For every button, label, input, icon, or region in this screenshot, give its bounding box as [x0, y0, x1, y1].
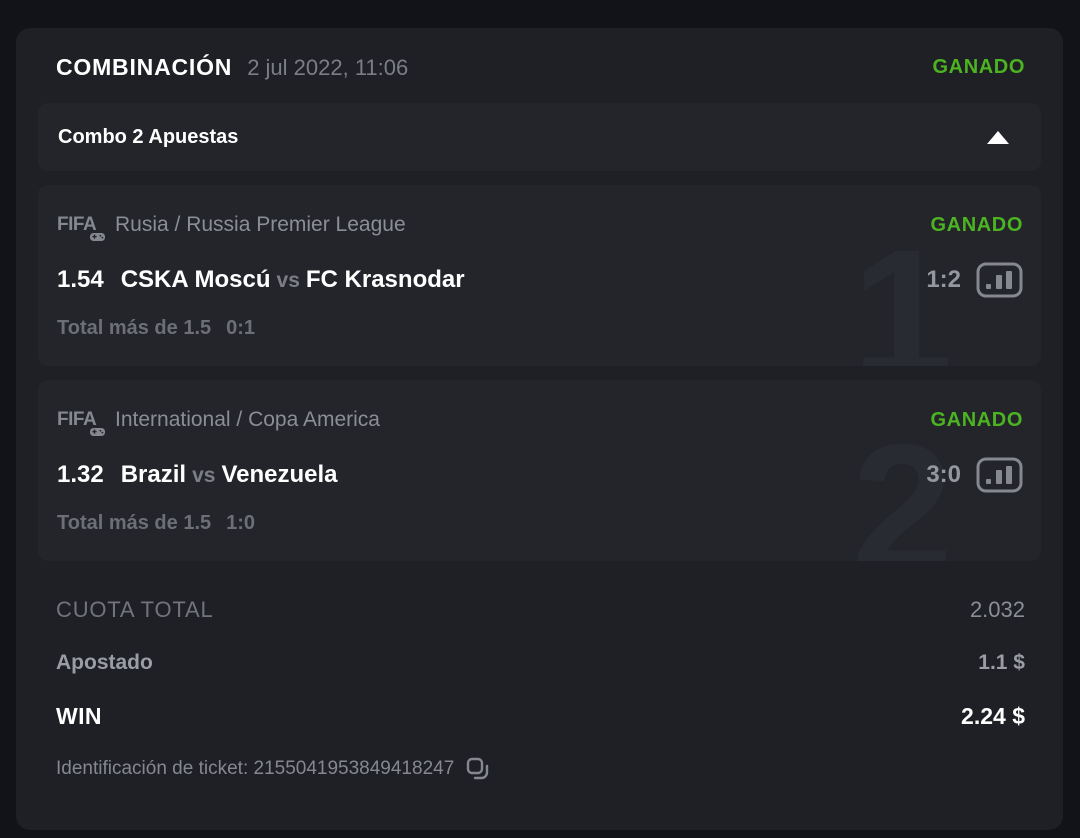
- market-score: 1:0: [226, 512, 256, 534]
- ticket-status-badge: GANADO: [932, 56, 1025, 78]
- bet-teams-row: 1.54 CSKA Moscú vs FC Krasnodar 1:2: [57, 262, 1023, 298]
- bet-league-row: FIFA International / Copa America GANADO: [57, 405, 1023, 437]
- stake-label: Apostado: [56, 651, 153, 674]
- stake-row: Apostado 1.1 $: [56, 651, 1025, 675]
- copy-icon[interactable]: [465, 756, 490, 781]
- score-group: 3:0: [926, 457, 1023, 493]
- vs-label: vs: [276, 269, 300, 292]
- league-name: Rusia / Russia Premier League: [115, 213, 406, 236]
- home-team: CSKA Moscú: [120, 266, 271, 293]
- bet-ticket-panel: COMBINACIÓN 2 jul 2022, 11:06 GANADO Com…: [16, 28, 1063, 830]
- bet-status-badge: GANADO: [930, 408, 1023, 431]
- ticket-type-title: COMBINACIÓN: [56, 54, 233, 80]
- bet-odds: 1.54: [57, 266, 104, 293]
- bet-number-watermark: 2: [851, 406, 953, 561]
- bet-card-2: 2 FIFA International / Copa America GANA…: [38, 380, 1041, 561]
- total-odds-row: CUOTA TOTAL 2.032: [56, 597, 1025, 623]
- away-team: Venezuela: [221, 461, 338, 488]
- bet-number-watermark: 1: [851, 211, 953, 366]
- ticket-header: COMBINACIÓN 2 jul 2022, 11:06 GANADO: [16, 28, 1063, 103]
- score-group: 1:2: [926, 262, 1023, 298]
- market-name: Total más de 1.5: [57, 317, 212, 339]
- win-label: WIN: [56, 703, 102, 729]
- bet-league-row: FIFA Rusia / Russia Premier League GANAD…: [57, 210, 1023, 242]
- ticket-id-value: 2155041953849418247: [253, 757, 455, 779]
- bet-matchup: CSKA Moscú vs FC Krasnodar: [121, 266, 465, 294]
- fifa-esports-icon: FIFA: [57, 210, 106, 242]
- stake-value: 1.1 $: [978, 651, 1025, 674]
- win-row: WIN 2.24 $: [56, 703, 1025, 730]
- bet-odds: 1.32: [57, 461, 104, 488]
- ticket-totals: CUOTA TOTAL 2.032 Apostado 1.1 $ WIN 2.2…: [16, 575, 1063, 781]
- vs-label: vs: [192, 464, 216, 487]
- ticket-datetime: 2 jul 2022, 11:06: [247, 54, 409, 80]
- combo-label: Combo 2 Apuestas: [58, 125, 239, 148]
- match-score: 1:2: [926, 266, 961, 293]
- ticket-id-text: Identificación de ticket: 21550419538494…: [56, 758, 454, 780]
- market-name: Total más de 1.5: [57, 512, 212, 534]
- fifa-esports-icon: FIFA: [57, 405, 106, 437]
- bar-chart-icon[interactable]: [976, 262, 1023, 298]
- bet-teams-row: 1.32 Brazil vs Venezuela 3:0: [57, 457, 1023, 493]
- combo-collapse-bar[interactable]: Combo 2 Apuestas: [38, 103, 1041, 171]
- bet-market-row: Total más de 1.5 0:1: [57, 317, 1023, 340]
- league-name: International / Copa America: [115, 408, 380, 431]
- bet-matchup: Brazil vs Venezuela: [121, 461, 338, 489]
- win-value: 2.24 $: [961, 703, 1025, 729]
- ticket-id-label: Identificación de ticket:: [56, 757, 249, 779]
- bet-card-1: 1 FIFA Rusia / Russia Premier League GAN…: [38, 185, 1041, 366]
- total-odds-label: CUOTA TOTAL: [56, 597, 214, 622]
- home-team: Brazil: [120, 461, 187, 488]
- total-odds-value: 2.032: [969, 597, 1025, 622]
- market-score: 0:1: [226, 317, 256, 339]
- bar-chart-icon[interactable]: [976, 457, 1023, 493]
- ticket-id-row: Identificación de ticket: 21550419538494…: [56, 756, 1025, 781]
- away-team: FC Krasnodar: [305, 266, 465, 293]
- match-score: 3:0: [926, 461, 961, 488]
- bet-status-badge: GANADO: [930, 213, 1023, 236]
- bet-market-row: Total más de 1.5 1:0: [57, 512, 1023, 535]
- collapse-up-icon[interactable]: [987, 130, 1009, 144]
